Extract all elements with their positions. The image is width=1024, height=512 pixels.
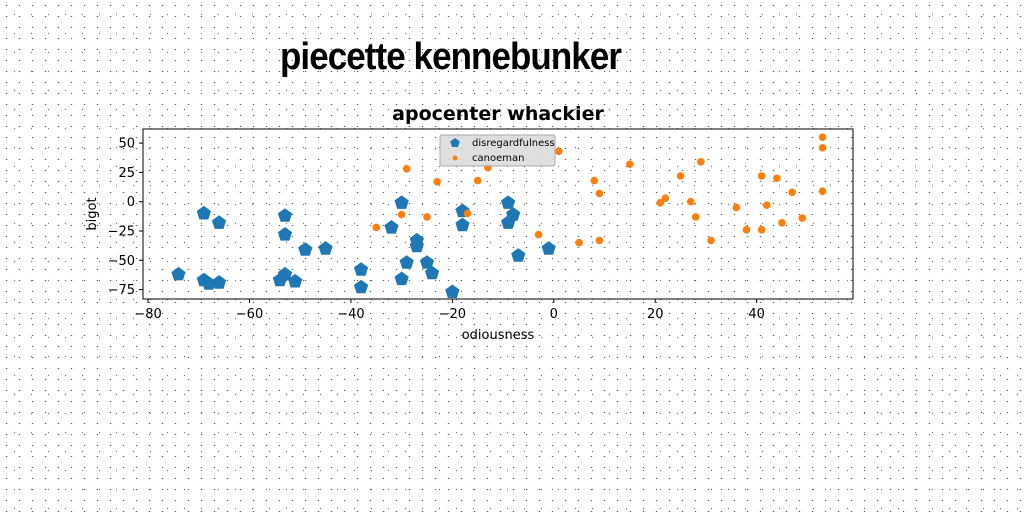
data-point-disregardfulness — [399, 255, 414, 269]
data-point-disregardfulness — [445, 284, 460, 298]
data-point-disregardfulness — [196, 205, 211, 220]
data-point-disregardfulness — [419, 255, 435, 269]
x-axis-ticks: −80 −60 −40 −20 0 20 40 — [134, 299, 765, 322]
x-axis-label: odiousness — [462, 328, 535, 343]
plot-area-frame — [142, 128, 854, 300]
data-point-disregardfulness — [288, 273, 303, 288]
data-point-canoeman — [402, 165, 411, 173]
data-point-canoeman — [661, 194, 670, 202]
data-point-canoeman — [656, 199, 665, 207]
data-points-layer — [171, 133, 827, 298]
data-point-canoeman — [433, 177, 441, 186]
data-point-canoeman — [818, 187, 827, 195]
data-point-canoeman — [778, 218, 786, 227]
y-tick-label: 50 — [118, 137, 135, 152]
chart-legend: disregardfulness canoeman — [439, 134, 556, 167]
data-point-canoeman — [397, 210, 406, 219]
data-point-disregardfulness — [318, 241, 333, 255]
data-point-canoeman — [534, 230, 543, 239]
data-point-disregardfulness — [277, 208, 293, 222]
x-tick-label: −60 — [236, 307, 263, 322]
x-tick-label: −20 — [439, 307, 466, 322]
data-point-disregardfulness — [353, 262, 369, 276]
x-tick-label: 20 — [647, 307, 664, 322]
data-point-disregardfulness — [353, 279, 369, 294]
data-point-canoeman — [555, 147, 563, 156]
data-point-canoeman — [798, 214, 807, 222]
y-tick-label: −50 — [108, 254, 135, 269]
legend-label-disregardfulness: disregardfulness — [472, 138, 555, 149]
data-point-canoeman — [595, 236, 604, 245]
data-point-canoeman — [732, 203, 741, 212]
legend-marker-disregardfulness — [450, 138, 460, 147]
legend-pentagon-icon — [450, 138, 460, 147]
data-point-disregardfulness — [384, 220, 399, 234]
x-tick-label: −40 — [337, 307, 364, 322]
legend-label-canoeman: canoeman — [472, 153, 524, 164]
data-point-canoeman — [575, 238, 583, 247]
data-point-canoeman — [818, 133, 827, 142]
y-axis-label: bigot — [85, 197, 100, 230]
data-point-disregardfulness — [409, 238, 424, 253]
data-point-canoeman — [742, 226, 751, 234]
y-tick-label: 0 — [127, 195, 135, 210]
data-point-disregardfulness — [298, 242, 313, 256]
x-tick-label: −80 — [134, 307, 161, 322]
data-point-canoeman — [757, 172, 766, 180]
x-tick-label: 0 — [550, 307, 558, 322]
legend-box — [439, 134, 556, 167]
legend-marker-canoeman — [452, 155, 458, 161]
data-point-canoeman — [762, 201, 771, 210]
data-point-canoeman — [773, 174, 781, 183]
legend-circle-icon — [452, 155, 458, 161]
data-point-canoeman — [707, 236, 715, 245]
data-point-canoeman — [473, 176, 482, 185]
data-point-disregardfulness — [171, 266, 186, 281]
data-point-disregardfulness — [277, 266, 293, 281]
y-tick-label: −25 — [108, 225, 135, 240]
data-point-canoeman — [423, 213, 431, 221]
chart-title: apocenter whackier — [392, 103, 604, 125]
data-point-canoeman — [372, 223, 381, 232]
x-tick-label: 40 — [748, 307, 765, 322]
data-point-disregardfulness — [424, 265, 440, 280]
data-point-disregardfulness — [511, 248, 526, 262]
y-axis-ticks: −75 −50 −25 0 25 50 — [108, 137, 143, 298]
data-point-disregardfulness — [506, 207, 521, 221]
data-point-canoeman — [590, 176, 599, 185]
y-tick-label: −75 — [108, 283, 135, 298]
data-point-disregardfulness — [277, 227, 293, 241]
data-point-disregardfulness — [394, 195, 409, 209]
data-point-canoeman — [686, 197, 695, 206]
page-title: piecette kennebunker — [280, 36, 622, 78]
y-tick-label: 25 — [118, 166, 135, 181]
data-point-canoeman — [788, 188, 796, 197]
data-point-canoeman — [818, 143, 827, 152]
data-point-canoeman — [757, 226, 766, 234]
data-point-disregardfulness — [201, 276, 217, 290]
data-point-disregardfulness — [541, 241, 556, 255]
data-point-canoeman — [595, 189, 604, 198]
data-point-disregardfulness — [211, 275, 227, 289]
data-point-disregardfulness — [501, 195, 516, 209]
data-point-disregardfulness — [394, 271, 409, 286]
data-point-disregardfulness — [455, 217, 470, 232]
data-point-canoeman — [691, 213, 700, 221]
data-point-disregardfulness — [211, 215, 227, 229]
data-point-canoeman — [676, 172, 685, 180]
data-point-canoeman — [697, 158, 705, 166]
data-point-canoeman — [626, 160, 634, 168]
data-point-canoeman — [463, 209, 472, 218]
